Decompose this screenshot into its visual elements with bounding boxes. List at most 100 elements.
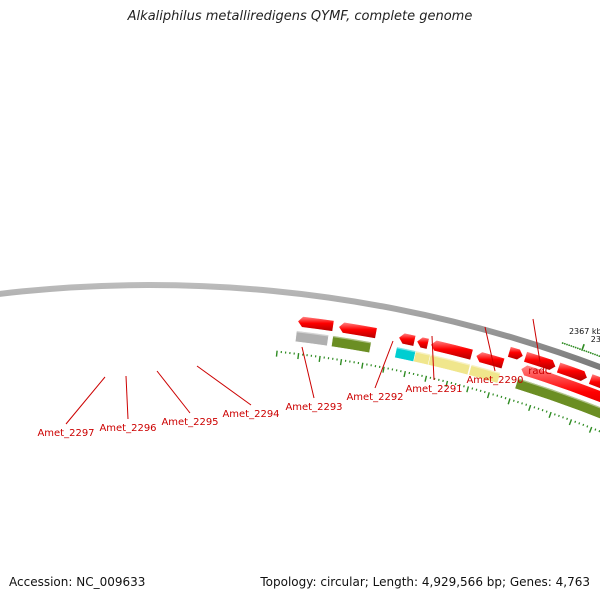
- inner-minor-tick: [586, 425, 589, 428]
- inner-minor-tick: [512, 399, 515, 402]
- inner-minor-tick: [521, 402, 523, 405]
- gene-label: Amet_2290: [466, 375, 523, 386]
- gene-label-leader-line: [532, 318, 541, 363]
- ruler-minor-tick: [579, 348, 581, 350]
- inner-minor-tick: [541, 409, 544, 412]
- gene-label: Amet_2293: [285, 402, 342, 413]
- inner-minor-tick: [537, 407, 540, 410]
- inner-minor-tick: [558, 414, 560, 418]
- ruler-minor-tick: [563, 342, 566, 345]
- inner-minor-tick: [517, 400, 519, 404]
- gene-label-leader-line: [431, 335, 435, 381]
- gene-label-leader-line: [484, 326, 496, 372]
- cog-bar-highlight: [296, 330, 329, 337]
- gene-label-leader-line: [65, 376, 106, 425]
- gene-arrow-reverse: [416, 336, 430, 350]
- inner-minor-tick: [483, 390, 486, 394]
- ruler-minor-tick: [594, 353, 596, 356]
- ruler-minor-tick: [585, 350, 588, 353]
- inner-major-tick: [361, 362, 364, 369]
- inner-major-tick: [424, 375, 428, 382]
- inner-major-tick: [275, 350, 278, 357]
- gene-label: Amet_2294: [222, 409, 279, 420]
- inner-minor-tick: [475, 388, 478, 391]
- inner-minor-tick: [525, 403, 528, 406]
- inner-major-tick: [486, 392, 490, 399]
- gene-arrow-reverse: [398, 332, 417, 347]
- gene-label: Amet_2297: [37, 428, 94, 439]
- gene-label: Amet_2291: [405, 384, 462, 395]
- inner-major-tick: [466, 386, 470, 393]
- inner-minor-tick: [582, 423, 585, 427]
- ruler-minor-tick: [589, 352, 592, 354]
- cog-bar-highlight: [332, 335, 372, 344]
- cog-bar-highlight: [471, 364, 501, 375]
- inner-minor-tick: [500, 395, 503, 399]
- inner-major-tick: [528, 404, 532, 412]
- inner-minor-tick: [454, 382, 457, 386]
- gene-arrow-reverse: [475, 351, 506, 370]
- ruler-minor-tick: [574, 346, 577, 349]
- inner-minor-tick: [504, 397, 507, 400]
- inner-minor-tick: [574, 420, 577, 423]
- inner-major-tick: [507, 398, 511, 405]
- cog-category-bar: [427, 353, 471, 376]
- inner-minor-tick: [545, 410, 548, 413]
- inner-minor-tick: [562, 416, 564, 419]
- inner-major-tick: [318, 355, 321, 362]
- inner-major-tick: [588, 426, 593, 433]
- cog-bar-highlight: [396, 346, 416, 353]
- gene-label: Amet_2295: [161, 417, 218, 428]
- gene-arrow-reverse: [520, 364, 600, 403]
- ruler-tick-label: 2366 kbp: [591, 335, 600, 344]
- gene-label-leader-line: [374, 340, 394, 389]
- ruler-minor-tick: [587, 351, 590, 354]
- gene-label: Amet_2292: [346, 392, 403, 403]
- ruler-major-tick: [581, 343, 585, 352]
- genome-backbone: [0, 282, 600, 371]
- ruler-minor-tick: [583, 349, 586, 352]
- gene-arrow-reverse: [338, 321, 378, 339]
- gene-arrow-reverse: [430, 339, 474, 361]
- inner-minor-tick: [463, 385, 465, 388]
- cog-bar-highlight: [415, 350, 431, 356]
- gene-arrow-reverse: [297, 316, 335, 332]
- cog-category-bar: [514, 377, 600, 419]
- inner-major-tick: [445, 380, 449, 387]
- inner-major-tick: [382, 366, 385, 373]
- cog-category-bar: [468, 364, 501, 384]
- ruler-tick-label: 2367 kbp: [569, 327, 600, 336]
- cog-category-bar: [295, 330, 329, 347]
- gene-label-leader-line: [196, 365, 252, 406]
- inner-minor-tick: [533, 406, 536, 409]
- ruler-minor-tick: [568, 344, 571, 347]
- gene-arrow-forward: [556, 361, 588, 382]
- map-title: Alkaliphilus metalliredigens QYMF, compl…: [127, 9, 473, 24]
- genome-summary-text: Topology: circular; Length: 4,929,566 bp…: [260, 575, 590, 589]
- inner-minor-tick: [479, 389, 482, 392]
- gene-label-leader-line: [301, 346, 315, 399]
- gene-label-leader-line: [156, 370, 191, 414]
- ruler-minor-tick: [561, 342, 564, 344]
- gene-arrow-forward: [507, 346, 524, 361]
- gene-label: radC: [528, 366, 552, 377]
- gene-arrow-forward: [588, 373, 600, 389]
- inner-minor-tick: [578, 422, 581, 425]
- inner-minor-tick: [496, 394, 499, 397]
- inner-minor-tick: [471, 387, 474, 390]
- inner-major-tick: [548, 411, 552, 418]
- inner-major-tick: [297, 353, 300, 360]
- inner-major-tick: [403, 370, 406, 378]
- ruler-minor-tick: [566, 343, 568, 346]
- cog-bar-highlight: [430, 354, 471, 366]
- inner-minor-tick: [458, 384, 461, 387]
- cog-category-bar: [331, 335, 372, 354]
- ruler-minor-tick: [591, 352, 594, 355]
- inner-minor-tick: [492, 393, 494, 396]
- inner-major-tick: [568, 419, 573, 426]
- gene-label: Amet_2296: [99, 423, 156, 434]
- inner-major-tick: [339, 359, 343, 366]
- ruler-minor-tick: [596, 354, 599, 357]
- ruler-minor-tick: [570, 345, 573, 347]
